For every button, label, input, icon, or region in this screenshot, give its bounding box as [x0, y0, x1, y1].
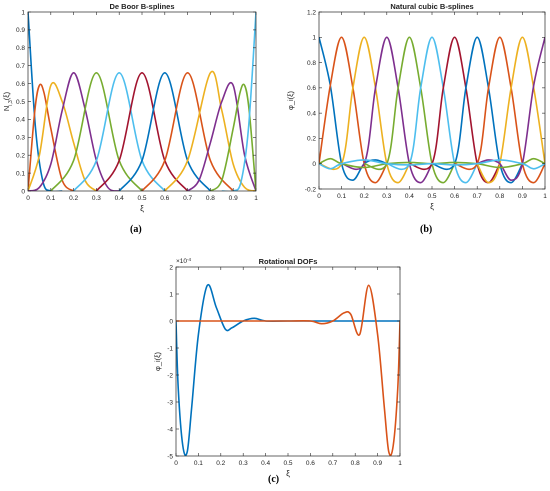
chart-a-ytick-label: 0.7	[16, 63, 25, 70]
chart-c-svg: 0 0.1 0.2 0.3 0.4 0.5 0.6 0.7 0.8 0.9 1 -5 -4 -3 -2 -1 0…	[153, 257, 402, 479]
chart-b-xtick-label: 0.7	[473, 193, 482, 200]
chart-a-ytick-label: 0	[21, 188, 25, 195]
chart-c-xtick-label: 0.5	[283, 460, 292, 467]
chart-b-series-6	[386, 36, 478, 184]
chart-b-ytick-label: 1.2	[307, 9, 316, 16]
chart-b-ytick-label: 0.4	[307, 110, 316, 117]
chart-b-ytick-label: 0.8	[307, 60, 316, 67]
chart-c-series-2	[176, 284, 400, 456]
chart-b-xtick-label: 0.5	[427, 193, 436, 200]
chart-b-plot-area	[319, 12, 545, 189]
chart-c-xtick-label: 0	[174, 460, 178, 467]
chart-c-xtick-label: 0.4	[261, 460, 270, 467]
chart-a-svg: 0 0.1 0.2 0.3 0.4 0.5 0.6 0.7 0.8 0.9 1 0 0.1 0.2 0.3 0…	[2, 2, 258, 213]
chart-a-ylabel: Ni,3(ξ)	[2, 91, 14, 111]
chart-c-ytick-label: -3	[167, 399, 173, 406]
chart-c-xtick-label: 0.7	[328, 460, 337, 467]
chart-b-ytick-label: 1	[312, 35, 316, 42]
chart-b-series-13	[319, 159, 545, 170]
chart-b-series-5	[363, 36, 456, 184]
chart-a-xtick-label: 1	[254, 195, 258, 202]
chart-c-ytick-label: -1	[167, 345, 173, 352]
chart-a-series-13	[221, 12, 256, 191]
chart-c-xtick-label: 0.8	[351, 460, 360, 467]
chart-c-xtick-label: 0.3	[239, 460, 248, 467]
chart-b-xtick-label: 0.2	[360, 193, 369, 200]
chart-c-exponent-label: ×10-4	[176, 257, 192, 266]
chart-b-ytick-label: 0.6	[307, 85, 316, 92]
chart-a-xtick-label: 0.2	[69, 195, 78, 202]
chart-b-xtick-label: 0.6	[450, 193, 459, 200]
chart-panel-b: 0 0.1 0.2 0.3 0.4 0.5 0.6 0.7 0.8 0.9 1 -0.2 0 0.2 0.4…	[275, 0, 550, 240]
chart-b-ytick-label: 0	[312, 161, 316, 168]
chart-a-xtick-label: 0.7	[183, 195, 192, 202]
caption-b: (b)	[420, 224, 433, 235]
chart-b-series-8	[431, 36, 524, 184]
chart-a-series-5	[50, 72, 143, 191]
chart-a-xlabel: ξ	[140, 203, 144, 213]
chart-a-xtick-label: 0.4	[115, 195, 124, 202]
chart-a-ytick-label: 0.5	[16, 99, 25, 106]
chart-a-ytick-label: 0.4	[16, 117, 25, 124]
chart-c-xtick-label: 0.1	[194, 460, 203, 467]
chart-a-ytick-label: 0.8	[16, 45, 25, 52]
chart-b-xtick-label: 0.3	[382, 193, 391, 200]
chart-b-series-11	[476, 37, 545, 181]
chart-a-series-9	[141, 72, 234, 191]
chart-b-xtick-label: 0.9	[518, 193, 527, 200]
chart-a-ytick-label: 0.6	[16, 81, 25, 88]
chart-b-xtick-label: 0.8	[495, 193, 504, 200]
chart-a-xtick-label: 0.3	[92, 195, 101, 202]
chart-c-ylabel: φ_i(ξ)	[153, 351, 162, 371]
chart-a-xtick-label: 0.5	[137, 195, 146, 202]
chart-b-series-9	[454, 36, 545, 184]
chart-b-series-4	[341, 36, 433, 184]
chart-panel-c: 0 0.1 0.2 0.3 0.4 0.5 0.6 0.7 0.8 0.9 1 -5 -4 -3 -2 -1 0…	[150, 250, 410, 491]
chart-a-xtick-label: 0	[26, 195, 30, 202]
chart-a-ytick-label: 1	[21, 9, 25, 16]
chart-c-ytick-label: -5	[167, 453, 173, 460]
chart-b-ytick-label: 0.2	[307, 136, 316, 143]
chart-b-title: Natural cubic B-splines	[390, 2, 473, 11]
caption-a: (a)	[130, 224, 142, 235]
chart-panel-a: 0 0.1 0.2 0.3 0.4 0.5 0.6 0.7 0.8 0.9 1 0 0.1 0.2 0.3 0…	[0, 0, 275, 240]
chart-a-xtick-label: 0.8	[206, 195, 215, 202]
chart-a-ytick-label: 0.9	[16, 27, 25, 34]
chart-a-series-1	[28, 12, 63, 191]
chart-c-ytick-label: 2	[169, 264, 173, 271]
chart-c-title: Rotational DOFs	[259, 257, 318, 266]
chart-c-xtick-label: 1	[398, 460, 402, 467]
chart-c-ytick-label: -2	[167, 372, 173, 379]
chart-b-ylabel: φ_i(ξ)	[286, 90, 295, 110]
chart-c-xtick-label: 0.9	[373, 460, 382, 467]
chart-a-ytick-label: 0.3	[16, 135, 25, 142]
chart-b-xtick-label: 0.4	[405, 193, 414, 200]
chart-c-xtick-label: 0.2	[216, 460, 225, 467]
chart-a-series-6	[72, 72, 166, 191]
chart-b-xtick-label: 0	[317, 193, 321, 200]
chart-c-ytick-label: 1	[169, 291, 173, 298]
chart-a-ytick-label: 0.1	[16, 170, 25, 177]
chart-a-xtick-label: 0.6	[160, 195, 169, 202]
chart-a-series-10	[164, 70, 256, 191]
chart-b-xtick-label: 0.1	[337, 193, 346, 200]
chart-c-ytick-label: 0	[169, 318, 173, 325]
chart-a-series-8	[118, 72, 212, 191]
chart-a-title: De Boor B-splines	[109, 2, 174, 11]
chart-a-series-7	[95, 72, 189, 191]
chart-a-xtick-label: 0.9	[229, 195, 238, 202]
chart-a-ytick-label: 0.2	[16, 153, 25, 160]
chart-c-ytick-label: -4	[167, 426, 173, 433]
chart-b-series-3	[319, 36, 411, 184]
caption-c: (c)	[268, 474, 280, 485]
chart-c-xtick-label: 0.6	[306, 460, 315, 467]
chart-b-xtick-label: 1	[543, 193, 547, 200]
chart-b-ytick-label: -0.2	[305, 186, 317, 193]
chart-c-xlabel: ξ	[286, 468, 290, 478]
chart-b-xlabel: ξ	[430, 201, 434, 211]
chart-a-xtick-label: 0.1	[46, 195, 55, 202]
chart-a-series-11	[187, 81, 256, 191]
chart-b-svg: 0 0.1 0.2 0.3 0.4 0.5 0.6 0.7 0.8 0.9 1-0.200.20.4…	[286, 2, 547, 211]
